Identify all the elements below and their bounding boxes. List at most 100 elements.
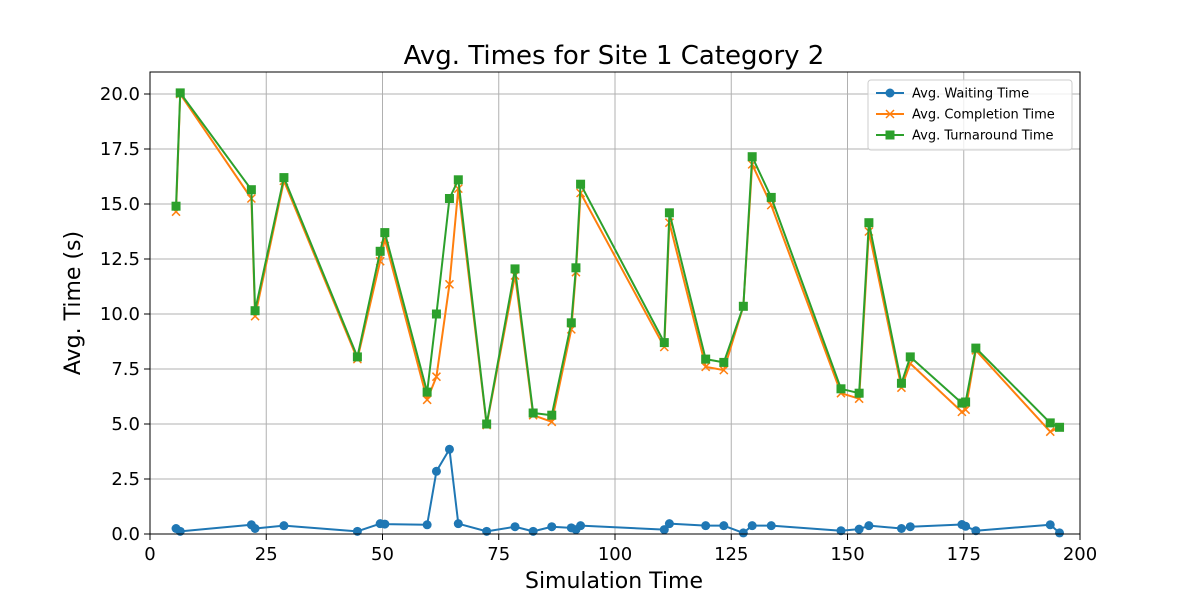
data-point	[766, 192, 776, 202]
data-point	[836, 526, 846, 536]
data-point	[279, 521, 289, 531]
data-point	[352, 526, 362, 536]
data-point	[1055, 422, 1065, 432]
data-point	[482, 419, 492, 429]
data-point	[175, 526, 185, 536]
data-point	[528, 408, 538, 418]
y-tick-label: 15.0	[100, 194, 140, 215]
data-point	[719, 365, 729, 375]
data-point	[854, 524, 864, 534]
y-tick-label: 17.5	[100, 139, 140, 160]
data-point	[659, 338, 669, 348]
x-tick-label: 0	[144, 544, 155, 565]
data-point	[431, 309, 441, 319]
data-point	[422, 395, 432, 405]
data-point	[576, 521, 586, 531]
data-point	[1045, 418, 1055, 428]
series-layer	[171, 88, 1065, 538]
data-point	[854, 388, 864, 398]
legend: Avg. Waiting Time Avg. Completion Time Avg…	[867, 79, 1073, 151]
series-line	[175, 448, 1061, 534]
data-point	[510, 522, 520, 532]
data-point	[896, 524, 906, 533]
data-point	[701, 354, 711, 364]
data-point	[961, 397, 971, 407]
data-point	[961, 521, 971, 531]
x-tick-label: 25	[255, 544, 278, 565]
data-point	[422, 387, 432, 397]
data-point	[896, 378, 906, 388]
data-point	[175, 88, 185, 98]
data-point	[380, 519, 390, 529]
y-tick-label: 5.0	[111, 414, 140, 435]
data-point	[571, 263, 581, 273]
chart-title: Avg. Times for Site 1 Category 2	[404, 41, 825, 71]
legend-label: Avg. Completion Time	[912, 108, 1055, 123]
y-tick-label: 12.5	[100, 249, 140, 270]
data-point	[431, 372, 441, 382]
data-point	[380, 228, 390, 238]
data-point	[352, 352, 362, 362]
data-point	[171, 201, 181, 211]
data-point	[482, 526, 492, 536]
series-3	[171, 88, 1065, 432]
data-point	[701, 521, 711, 531]
data-point	[444, 279, 454, 289]
data-point	[453, 175, 463, 185]
data-point	[971, 343, 981, 353]
data-point	[864, 521, 874, 531]
x-tick-label: 200	[1063, 544, 1097, 565]
data-point	[747, 521, 757, 531]
data-point	[444, 444, 454, 454]
x-tick-label: 150	[830, 544, 864, 565]
data-point	[738, 301, 748, 311]
axis-ticks: 0 25 50 75 100 125 150 175 200 0.0 2.5 5.0 7.5 10.0 12…	[100, 84, 1097, 565]
y-tick-label: 20.0	[100, 84, 140, 105]
data-point	[510, 264, 520, 274]
data-point	[547, 410, 557, 420]
data-point	[431, 466, 441, 476]
data-point	[547, 522, 557, 532]
legend-box	[867, 79, 1073, 151]
legend-label: Avg. Waiting Time	[912, 87, 1029, 102]
data-point	[444, 194, 454, 203]
data-point	[576, 179, 586, 189]
data-point	[566, 318, 576, 328]
data-point	[422, 520, 432, 530]
legend-label: Avg. Turnaround Time	[912, 129, 1054, 144]
data-point	[747, 152, 757, 162]
data-point	[1055, 528, 1065, 538]
x-tick-label: 100	[598, 544, 632, 565]
data-point	[528, 526, 538, 536]
legend-entry: Avg. Waiting Time	[876, 87, 1029, 102]
data-point	[664, 519, 674, 529]
data-point	[664, 208, 674, 218]
data-point	[375, 246, 385, 256]
data-point	[738, 528, 748, 538]
x-tick-label: 75	[487, 544, 510, 565]
y-axis-label: Avg. Time (s)	[61, 231, 86, 375]
data-point	[250, 306, 260, 316]
data-point	[701, 362, 711, 372]
series-1	[171, 444, 1065, 538]
x-tick-label: 50	[371, 544, 394, 565]
x-tick-label: 125	[714, 544, 748, 565]
data-point	[279, 173, 289, 183]
data-point	[719, 521, 729, 531]
data-point	[246, 185, 256, 195]
legend-marker	[885, 109, 895, 119]
data-point	[453, 519, 463, 529]
x-tick-label: 175	[947, 544, 981, 565]
data-point	[719, 357, 729, 367]
data-point	[250, 524, 260, 533]
legend-entry: Avg. Completion Time	[876, 108, 1055, 123]
legend-entry: Avg. Turnaround Time	[876, 129, 1054, 144]
data-point	[836, 384, 846, 394]
y-tick-label: 7.5	[111, 359, 140, 380]
data-point	[1045, 427, 1055, 437]
data-point	[659, 525, 669, 535]
data-point	[905, 352, 915, 362]
data-point	[971, 526, 981, 536]
